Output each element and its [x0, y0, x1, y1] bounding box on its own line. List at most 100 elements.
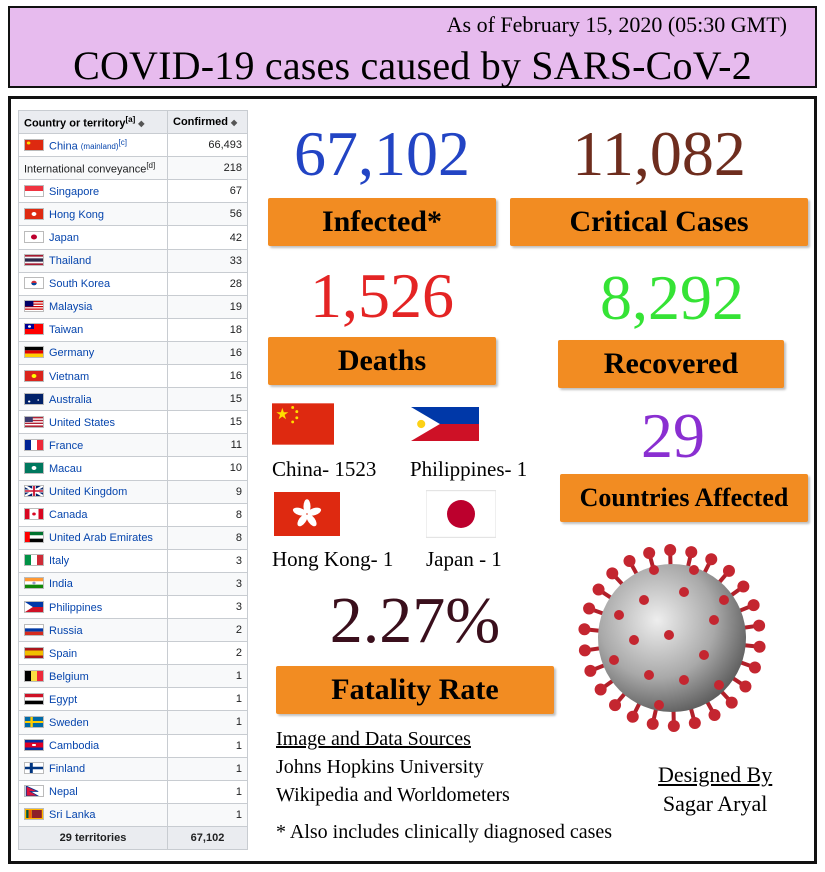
confirmed-cell: 66,493 [167, 133, 248, 158]
page-title: COVID-19 cases caused by SARS-CoV-2 [73, 43, 752, 88]
country-cell[interactable]: United States [18, 410, 168, 435]
flag-icon [24, 369, 44, 382]
country-name[interactable]: Finland [49, 763, 86, 776]
cases-table: Country or territory[a]◆ Confirmed ◆ Chin… [18, 109, 248, 851]
sources-heading: Image and Data Sources [276, 728, 471, 750]
table-row: France 11 [18, 433, 248, 458]
country-cell[interactable]: Germany [18, 340, 168, 366]
table-row: Italy 3 [18, 548, 248, 573]
confirmed-cell: 15 [167, 410, 248, 435]
country-cell[interactable]: France [18, 433, 168, 458]
confirmed-cell: 1 [167, 710, 248, 735]
country-cell[interactable]: Cambodia [18, 733, 168, 758]
country-name[interactable]: Nepal [49, 786, 78, 799]
fatality-value: 2.27% [329, 584, 501, 657]
country-cell[interactable]: Belgium [18, 664, 168, 689]
country-cell[interactable]: Thailand [18, 248, 168, 273]
confirmed-cell: 218 [167, 156, 248, 181]
country-cell[interactable]: Canada [18, 502, 168, 527]
country-name[interactable]: Italy [49, 555, 70, 568]
table-row: United States 15 [18, 410, 248, 435]
country-cell[interactable]: Vietnam [18, 364, 168, 389]
confirmed-cell: 1 [167, 733, 248, 758]
country-cell[interactable]: Philippines [18, 594, 168, 620]
country-name[interactable]: France [49, 439, 84, 452]
confirmed-cell: 8 [167, 502, 248, 527]
table-row: Finland 1 [18, 756, 248, 781]
table-row: Canada 8 [18, 502, 248, 527]
country-name[interactable]: Sweden [49, 716, 89, 729]
table-row: India 3 [18, 571, 248, 596]
country-name[interactable]: Russia [49, 624, 83, 637]
country-cell[interactable]: United Arab Emirates [18, 525, 168, 550]
country-cell[interactable]: Spain [18, 641, 168, 666]
flag-icon [24, 346, 44, 359]
country-name[interactable]: Germany [49, 347, 95, 360]
sort-icon[interactable]: ◆ [138, 119, 145, 129]
table-header-row: Country or territory[a]◆ Confirmed ◆ [18, 109, 248, 135]
country-cell[interactable]: Malaysia [18, 294, 168, 319]
confirmed-cell: 2 [167, 641, 248, 666]
country-name[interactable]: Spain [49, 647, 78, 660]
country-cell[interactable]: Australia [18, 387, 168, 412]
country-cell[interactable]: Macau [18, 456, 168, 481]
recovered-value: 8,292 [600, 262, 744, 333]
country-name[interactable]: Macau [49, 462, 83, 475]
country-cell[interactable]: Japan [18, 225, 168, 250]
country-cell[interactable]: Singapore [18, 179, 168, 204]
country-cell[interactable]: Nepal [18, 779, 168, 804]
confirmed-cell: 16 [167, 364, 248, 389]
country-name[interactable]: Japan [49, 232, 79, 245]
country-name[interactable]: Australia [49, 393, 92, 406]
country-name[interactable]: International conveyance [24, 163, 147, 176]
country-name[interactable]: China [49, 140, 78, 153]
country-name[interactable]: India [49, 578, 73, 591]
country-name[interactable]: Malaysia [49, 301, 93, 314]
country-cell[interactable]: India [18, 571, 168, 596]
country-name[interactable]: Vietnam [49, 370, 90, 383]
country-cell[interactable]: International conveyance[d] [18, 156, 168, 181]
country-name[interactable]: Sri Lanka [49, 809, 96, 822]
table-row: Sweden 1 [18, 710, 248, 735]
country-cell[interactable]: Hong Kong [18, 202, 168, 227]
country-cell[interactable]: China (mainland)[c] [18, 133, 168, 158]
country-cell[interactable]: South Korea [18, 271, 168, 296]
flag-icon [24, 184, 44, 197]
designer-heading: Designed By [658, 762, 773, 787]
country-name[interactable]: Egypt [49, 693, 78, 706]
country-name[interactable]: Singapore [49, 185, 100, 198]
country-cell[interactable]: Russia [18, 618, 168, 643]
table-row: Australia 15 [18, 387, 248, 412]
country-name[interactable]: Cambodia [49, 740, 100, 753]
country-name[interactable]: United Kingdom [49, 486, 128, 499]
column-header-country[interactable]: Country or territory[a]◆ [18, 109, 168, 135]
flag-icon [24, 739, 44, 752]
column-header-confirmed[interactable]: Confirmed ◆ [167, 109, 248, 135]
country-cell[interactable]: Taiwan [18, 317, 168, 342]
country-cell[interactable]: United Kingdom [18, 479, 168, 504]
critical-value: 11,082 [572, 118, 746, 189]
country-name[interactable]: United Arab Emirates [49, 532, 153, 545]
country-cell[interactable]: Sri Lanka [18, 802, 168, 827]
table-row: Hong Kong 56 [18, 202, 248, 227]
country-cell[interactable]: Finland [18, 756, 168, 781]
country-cell[interactable]: Egypt [18, 687, 168, 712]
country-qualifier: (mainland) [80, 142, 119, 152]
country-cell[interactable]: Sweden [18, 710, 168, 735]
content-frame [8, 96, 817, 864]
country-name[interactable]: Canada [49, 509, 88, 522]
country-name[interactable]: Hong Kong [49, 208, 105, 221]
country-name[interactable]: United States [49, 416, 116, 429]
footnote-ref[interactable]: [c] [118, 137, 127, 147]
sort-icon[interactable]: ◆ [231, 118, 238, 128]
country-name[interactable]: Taiwan [49, 324, 84, 337]
footnote-ref[interactable]: [d] [146, 160, 156, 170]
flag-icon [24, 207, 44, 220]
confirmed-cell: 10 [167, 456, 248, 481]
country-name[interactable]: Philippines [49, 601, 103, 614]
table-row: Thailand 33 [18, 248, 248, 273]
country-cell[interactable]: Italy [18, 548, 168, 573]
country-name[interactable]: Thailand [49, 255, 92, 268]
country-name[interactable]: South Korea [49, 278, 111, 291]
country-name[interactable]: Belgium [49, 670, 89, 683]
